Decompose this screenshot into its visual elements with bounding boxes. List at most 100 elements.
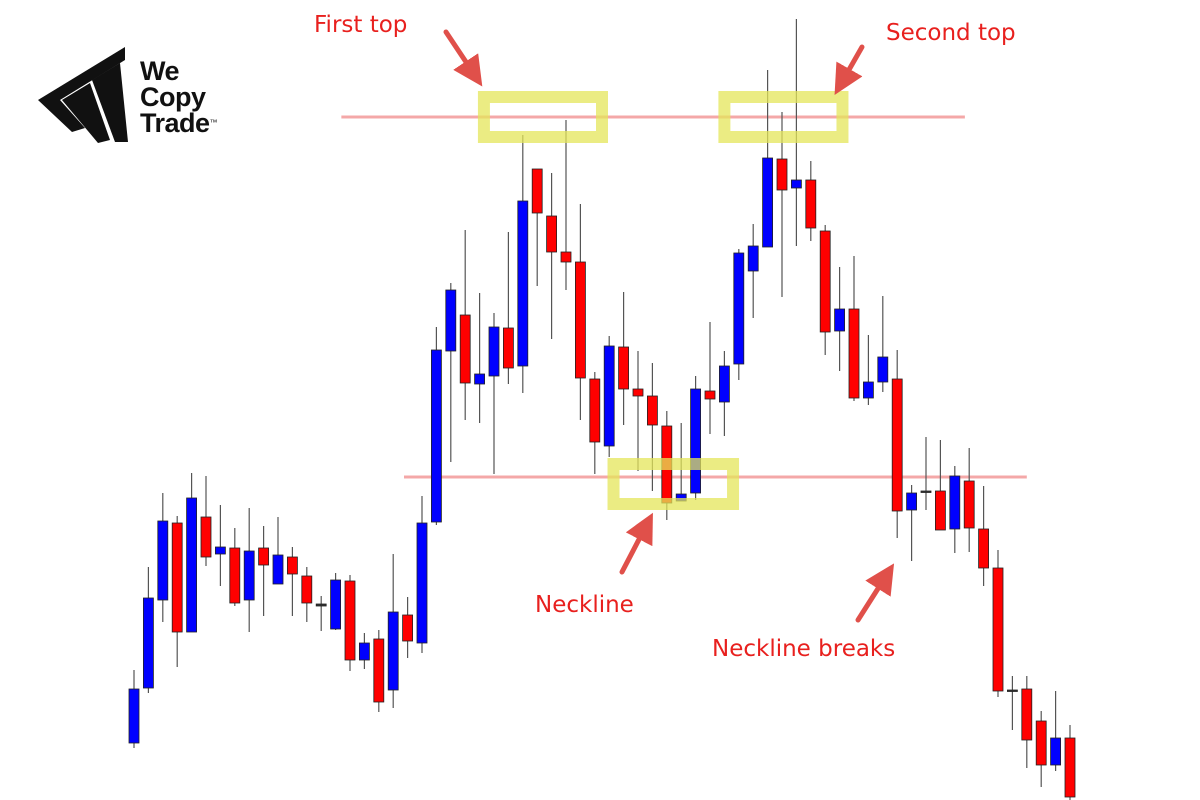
- candle: [214, 505, 226, 586]
- bearish-candle-body: [315, 603, 327, 607]
- bearish-candle-body: [575, 261, 586, 379]
- bearish-candle-body: [776, 158, 788, 191]
- second-top-highlight: [718, 91, 849, 143]
- bearish-candle-body: [1007, 689, 1018, 692]
- bullish-candle-body: [358, 642, 370, 661]
- candle: [330, 573, 342, 630]
- first-top-arrow: [443, 29, 483, 87]
- candle: [1007, 676, 1018, 730]
- bearish-candle-body: [286, 556, 298, 575]
- neckline-highlight: [607, 458, 740, 510]
- bearish-candle-body: [200, 516, 212, 558]
- candle: [920, 437, 932, 510]
- bullish-candle-body: [330, 579, 342, 630]
- candle: [935, 440, 946, 531]
- candle: [517, 135, 529, 393]
- bullish-candle-body: [517, 200, 529, 367]
- bullish-candle-body: [474, 373, 486, 385]
- bullish-candle-body: [920, 490, 932, 493]
- candle: [258, 526, 270, 616]
- bearish-candle-body: [618, 346, 629, 390]
- candle: [229, 528, 241, 606]
- bullish-candle-body: [128, 688, 140, 744]
- bullish-candle-body: [387, 611, 399, 691]
- candle: [747, 224, 759, 318]
- bullish-candle-body: [949, 475, 961, 530]
- bullish-candle-body: [690, 388, 701, 494]
- annotation-arrows: [443, 29, 895, 623]
- bearish-candle-body: [229, 547, 241, 604]
- candle: [502, 232, 514, 384]
- bullish-candle-body: [834, 308, 845, 332]
- candle: [128, 670, 140, 748]
- bullish-candle-body: [430, 349, 442, 523]
- candle: [848, 256, 860, 401]
- candle: [834, 267, 845, 371]
- bearish-candle-body: [704, 390, 716, 400]
- bearish-candle-body: [978, 528, 989, 569]
- bearish-candle-body: [459, 314, 471, 384]
- candle: [286, 547, 298, 616]
- candle: [877, 296, 889, 392]
- bearish-candle-body: [848, 308, 860, 399]
- bullish-candle-body: [272, 554, 284, 585]
- bearish-candle-body: [301, 575, 313, 604]
- bullish-candle-body: [157, 520, 169, 601]
- candle: [445, 283, 457, 462]
- bullish-candle-body: [488, 326, 500, 377]
- bearish-candle-body: [502, 327, 514, 369]
- candle: [546, 173, 557, 339]
- candle: [1035, 711, 1047, 787]
- candle: [819, 225, 831, 355]
- candle: [200, 476, 212, 566]
- candle: [171, 516, 183, 667]
- candle: [531, 168, 543, 286]
- bullish-candle-body: [1050, 737, 1061, 766]
- bearish-candle-body: [373, 638, 385, 703]
- logo-line-trade: Trade: [140, 108, 210, 138]
- logo-line-we: We: [140, 56, 180, 86]
- candle: [358, 633, 370, 669]
- second-top-label: Second top: [886, 20, 1016, 46]
- candle: [963, 448, 975, 552]
- bullish-candle-body: [877, 356, 889, 383]
- candle: [344, 575, 356, 671]
- neckline-arrow: [619, 512, 653, 575]
- candle: [243, 508, 255, 632]
- bearish-candle-body: [258, 547, 270, 566]
- bearish-candle-body: [1064, 737, 1076, 798]
- neckline-label: Neckline: [535, 592, 634, 618]
- candle: [373, 630, 385, 712]
- candle: [978, 486, 989, 586]
- second-top-arrow: [834, 44, 865, 96]
- bullish-candle-body: [186, 497, 198, 633]
- first-top-label: First top: [314, 12, 408, 38]
- bullish-candle-body: [214, 546, 226, 555]
- candle: [186, 473, 198, 633]
- candle: [1021, 676, 1033, 768]
- candle: [949, 466, 961, 553]
- candle: [690, 376, 701, 500]
- candle: [992, 550, 1004, 697]
- bearish-candle-body: [560, 251, 572, 263]
- candle: [488, 313, 500, 474]
- candle: [589, 372, 601, 474]
- neckline-breaks-arrow: [855, 563, 895, 623]
- bearish-candle-body: [891, 378, 903, 512]
- bullish-candle-body: [733, 252, 745, 365]
- bearish-candle-body: [963, 480, 975, 529]
- candle: [1064, 725, 1076, 800]
- candle: [474, 293, 486, 423]
- bullish-candle-body: [445, 289, 457, 352]
- candle: [272, 517, 284, 585]
- candle: [603, 336, 615, 457]
- candle: [142, 567, 154, 693]
- bearish-candle-body: [531, 168, 543, 214]
- candle: [430, 327, 442, 525]
- candle: [387, 554, 399, 708]
- bullish-candle-body: [863, 381, 874, 399]
- bearish-candle-body: [402, 614, 414, 642]
- candle: [719, 351, 730, 436]
- bearish-candle-body: [992, 567, 1004, 692]
